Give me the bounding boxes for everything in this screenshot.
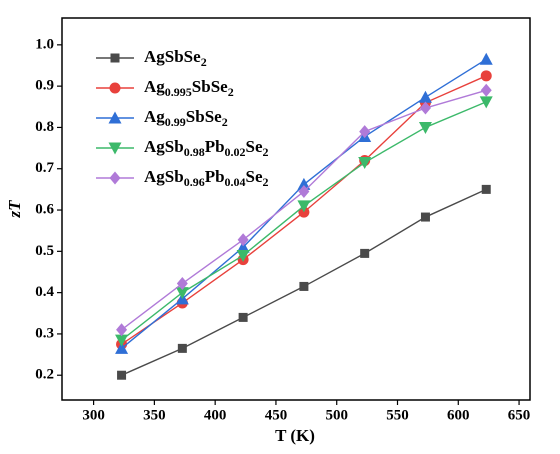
marker: [418, 90, 432, 103]
marker: [115, 334, 129, 347]
marker: [177, 343, 187, 353]
x-tick-label: 500: [325, 407, 348, 423]
marker: [479, 96, 493, 109]
marker: [110, 53, 120, 63]
legend-label: AgSbSe2: [144, 47, 207, 69]
marker: [116, 323, 128, 337]
marker: [236, 249, 250, 262]
y-tick-label: 1.0: [35, 36, 54, 52]
marker: [298, 184, 310, 198]
marker: [360, 248, 370, 258]
y-tick-label: 0.5: [35, 243, 54, 259]
marker: [175, 287, 189, 300]
x-tick-label: 650: [508, 407, 531, 423]
y-tick-label: 0.7: [35, 160, 54, 176]
marker: [238, 312, 248, 322]
x-tick-label: 450: [265, 407, 288, 423]
x-tick-label: 400: [204, 407, 227, 423]
legend-label: AgSb0.98Pb0.02Se2: [144, 137, 269, 159]
marker: [115, 341, 129, 354]
y-tick-label: 0.6: [35, 201, 54, 217]
x-tick-label: 550: [386, 407, 409, 423]
x-tick-label: 300: [82, 407, 105, 423]
plot-frame: [61, 17, 531, 401]
marker: [419, 101, 431, 115]
marker: [237, 233, 249, 247]
marker: [108, 142, 122, 155]
marker: [479, 52, 493, 65]
legend-label: AgSb0.96Pb0.04Se2: [144, 167, 269, 189]
marker: [297, 177, 311, 190]
marker: [480, 83, 492, 97]
marker: [480, 70, 492, 82]
y-tick-label: 0.9: [35, 78, 54, 94]
x-tick-label: 600: [447, 407, 470, 423]
y-tick-label: 0.4: [35, 284, 54, 300]
marker: [117, 370, 127, 380]
y-tick-label: 0.2: [35, 367, 54, 383]
marker: [299, 281, 309, 291]
marker: [420, 212, 430, 222]
marker: [109, 171, 121, 185]
marker: [108, 111, 122, 124]
marker: [297, 200, 311, 213]
y-axis-label: zT: [5, 200, 24, 219]
marker: [236, 240, 250, 253]
marker: [481, 184, 491, 194]
marker: [176, 277, 188, 291]
marker: [359, 125, 371, 139]
y-tick-label: 0.8: [35, 119, 54, 135]
x-tick-label: 350: [143, 407, 166, 423]
marker: [418, 121, 432, 134]
legend-label: Ag0.99SbSe2: [144, 107, 228, 129]
marker: [358, 157, 372, 170]
marker: [109, 82, 121, 94]
y-tick-label: 0.3: [35, 325, 54, 341]
x-axis-label: T (K): [275, 426, 315, 445]
legend-label: Ag0.995SbSe2: [144, 77, 234, 99]
